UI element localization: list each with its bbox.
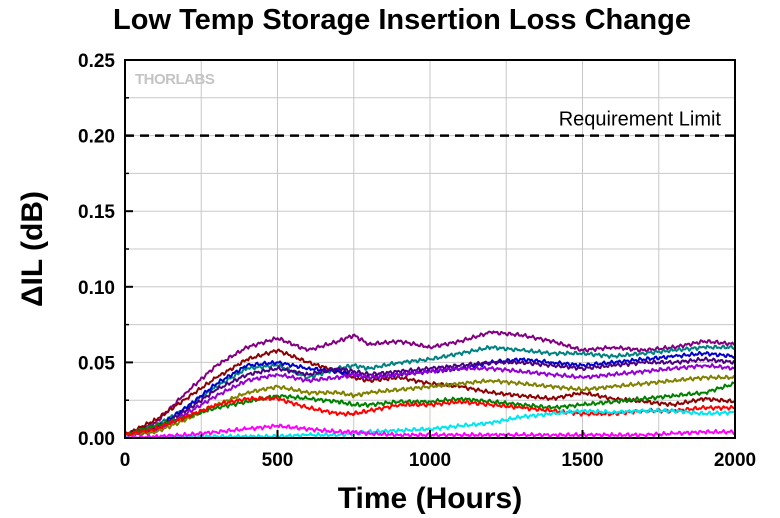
requirement-limit-group: Requirement Limit bbox=[125, 109, 735, 137]
requirement-limit-label: Requirement Limit bbox=[559, 109, 722, 131]
series-line-7 bbox=[124, 374, 736, 438]
series-line-5 bbox=[124, 356, 736, 437]
x-tick-label: 2000 bbox=[714, 450, 756, 471]
x-tick-label: 0 bbox=[120, 450, 131, 471]
x-tick-label: 1000 bbox=[409, 450, 451, 471]
y-tick-label: 0.00 bbox=[78, 429, 115, 450]
y-tick-label: 0.15 bbox=[78, 202, 115, 223]
y-tick-label: 0.25 bbox=[78, 51, 115, 72]
x-axis-title: Time (Hours) bbox=[338, 482, 522, 515]
y-tick-label: 0.10 bbox=[78, 278, 115, 299]
series-line-1 bbox=[124, 330, 736, 436]
y-tick-label: 0.20 bbox=[78, 127, 115, 148]
chart-title: Low Temp Storage Insertion Loss Change bbox=[113, 4, 691, 36]
series-line-8 bbox=[124, 381, 736, 436]
y-axis-title: ΔIL (dB) bbox=[16, 191, 49, 307]
series-line-2 bbox=[124, 344, 736, 437]
axes: 0 500 1000 1500 2000 0.00 0.05 0.10 0.15 0.20 0.25… bbox=[16, 51, 756, 515]
series-line-11 bbox=[124, 423, 736, 439]
x-tick-label: 500 bbox=[262, 450, 294, 471]
series-line-6 bbox=[124, 363, 736, 438]
x-tick-label: 1500 bbox=[561, 450, 603, 471]
y-tick-label: 0.05 bbox=[78, 353, 115, 374]
series-group bbox=[124, 330, 736, 439]
thorlabs-watermark: THORLABS bbox=[135, 71, 215, 88]
